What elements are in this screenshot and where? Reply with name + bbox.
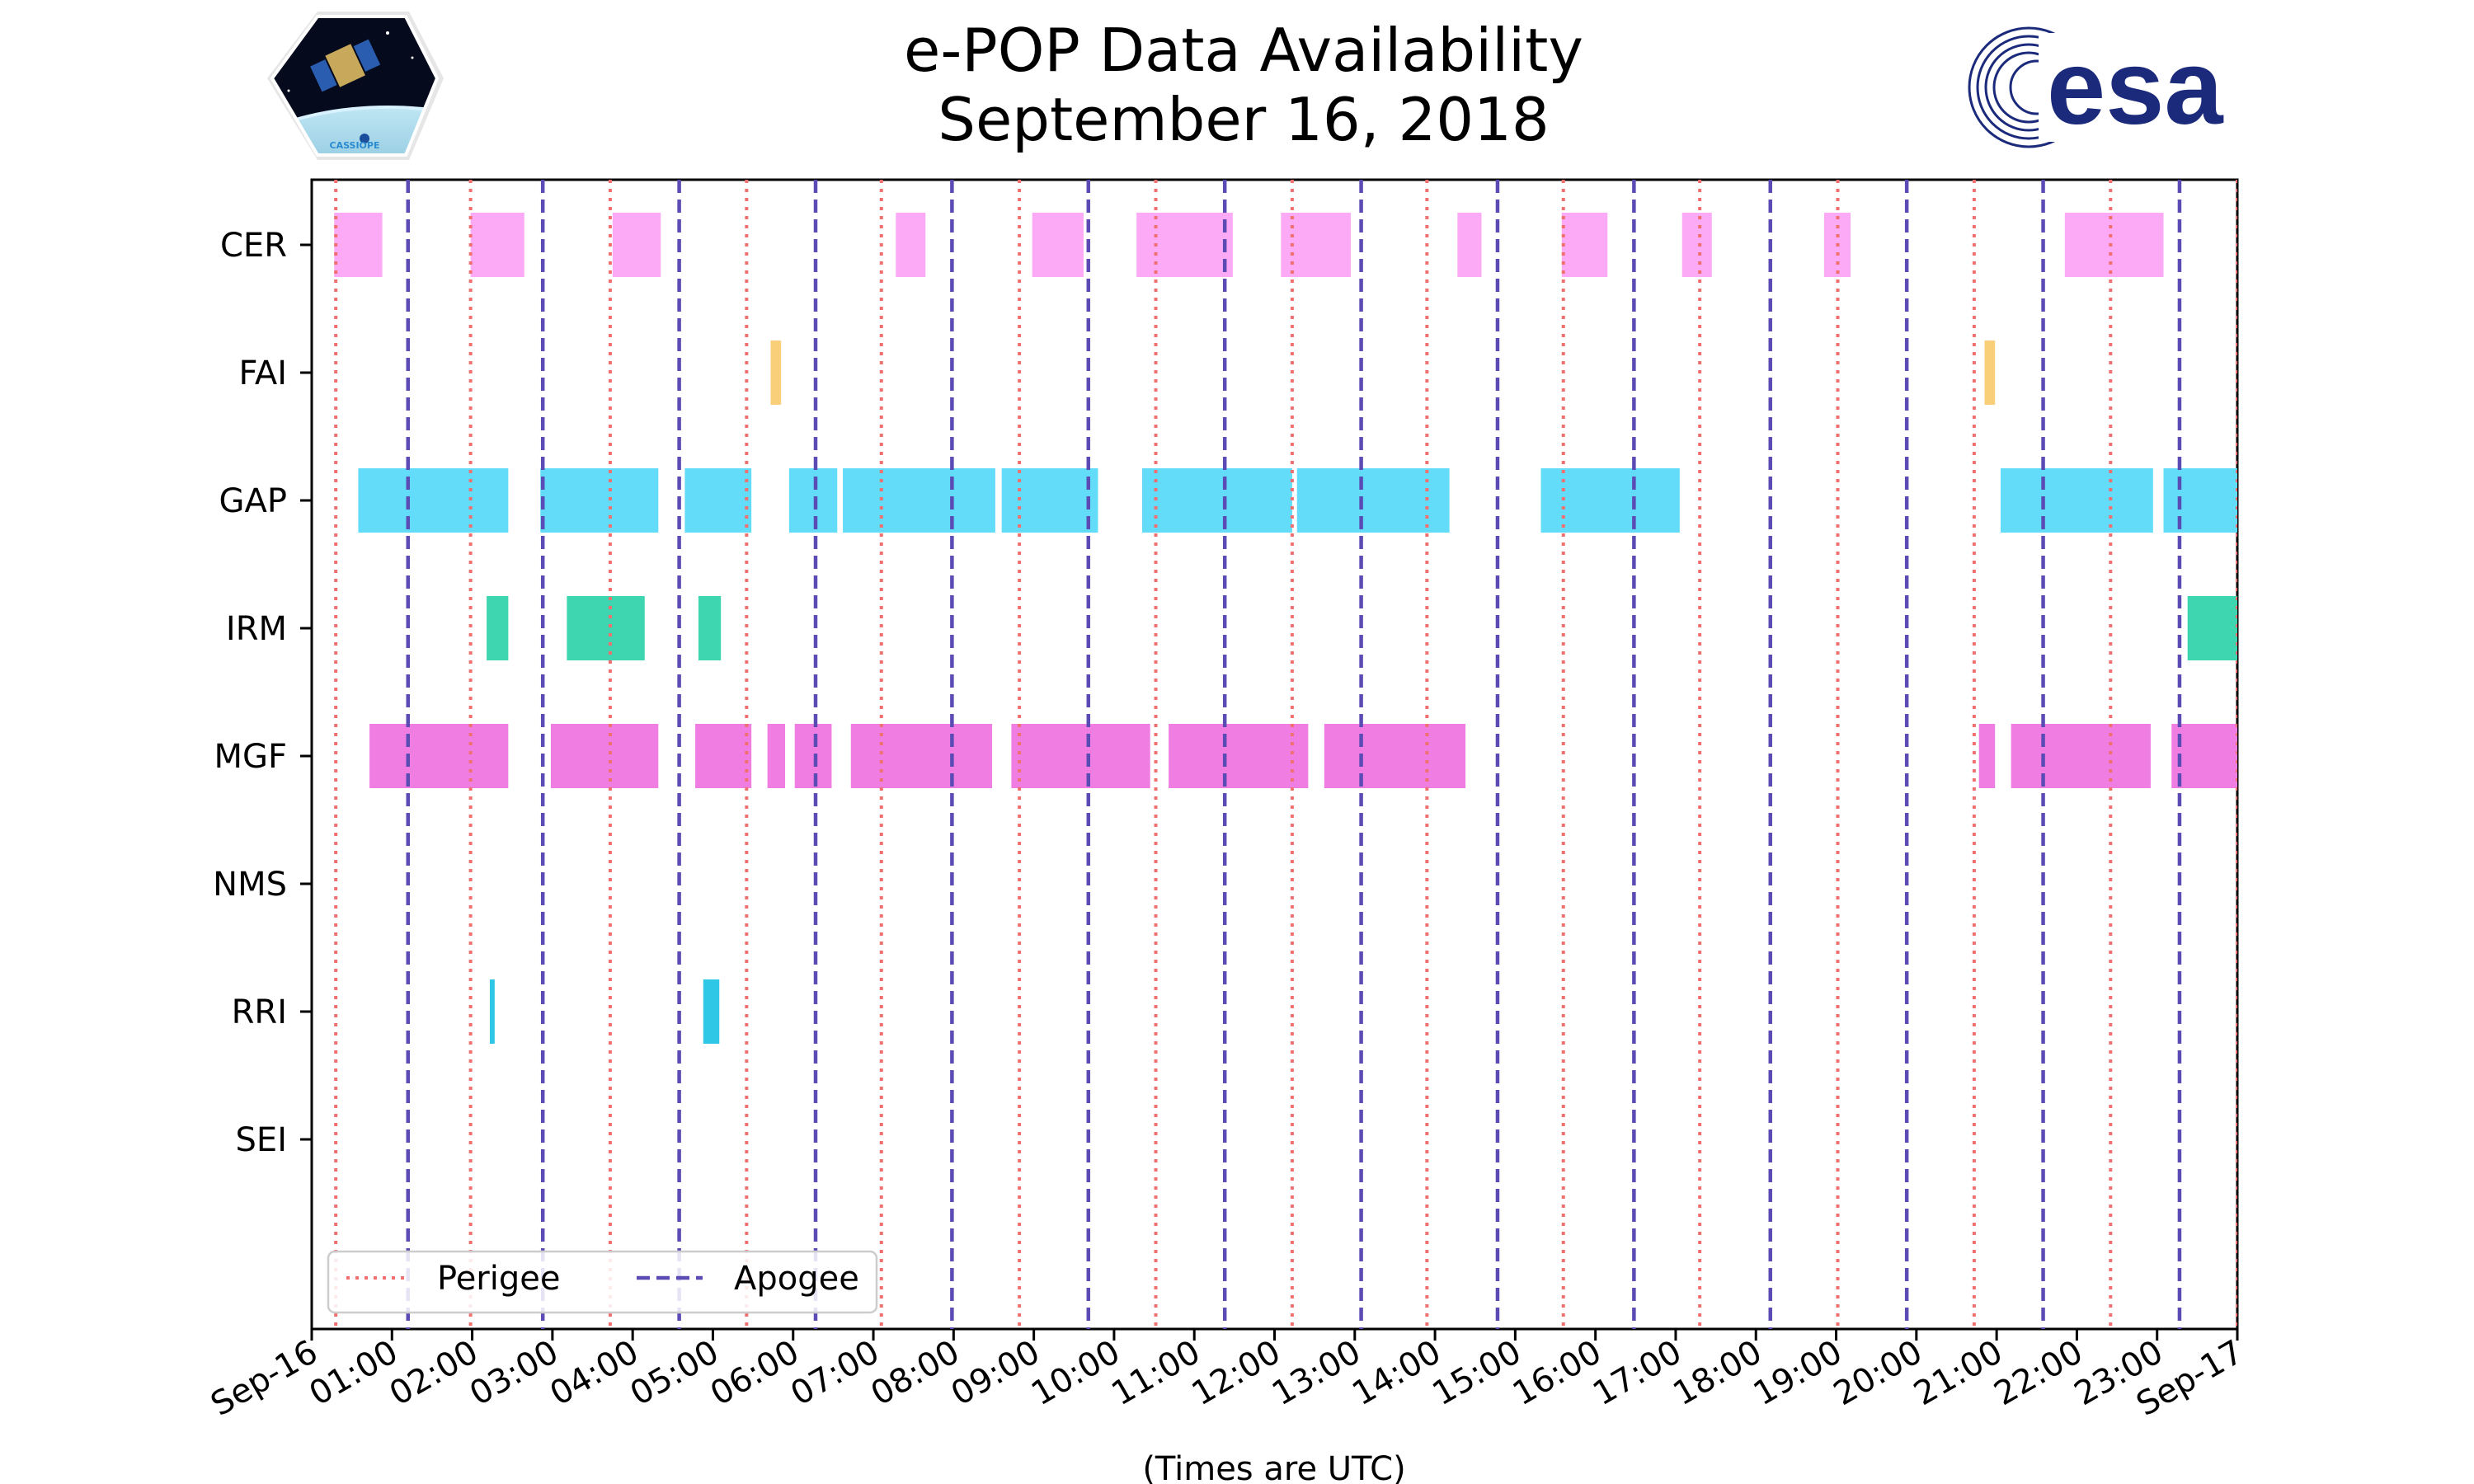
bar-gap bbox=[2163, 468, 2237, 533]
bar-cer bbox=[470, 213, 524, 277]
x-tick-label: 22:00 bbox=[1988, 1333, 2090, 1413]
x-tick-label: 14:00 bbox=[1346, 1333, 1447, 1413]
x-tick-label: 11:00 bbox=[1105, 1333, 1206, 1413]
legend-perigee-label: Perigee bbox=[437, 1260, 560, 1298]
bar-cer bbox=[1561, 213, 1608, 277]
x-tick-label: 04:00 bbox=[543, 1333, 645, 1413]
bar-mgf bbox=[1169, 724, 1309, 788]
bar-mgf bbox=[550, 724, 659, 788]
legend-box bbox=[327, 1250, 878, 1314]
bar-fai bbox=[1984, 340, 1996, 405]
bar-gap bbox=[788, 468, 838, 533]
bar-fai bbox=[770, 340, 782, 405]
bar-mgf bbox=[794, 724, 832, 788]
legend: Perigee Apogee bbox=[327, 1250, 878, 1314]
satellite-icon bbox=[310, 39, 381, 92]
bar-mgf bbox=[369, 724, 509, 788]
bar-mgf bbox=[1324, 724, 1466, 788]
x-tick-label: 08:00 bbox=[864, 1333, 966, 1413]
bar-gap bbox=[358, 468, 509, 533]
x-tick-label: 09:00 bbox=[945, 1333, 1047, 1413]
bar-gap bbox=[684, 468, 752, 533]
bar-cer bbox=[1032, 213, 1084, 277]
y-tick-label: FAI bbox=[239, 355, 288, 392]
x-tick-label: 07:00 bbox=[784, 1333, 886, 1413]
chart-subtitle: September 16, 2018 bbox=[938, 85, 1549, 154]
bar-rri bbox=[489, 979, 495, 1044]
esa-logo: esa bbox=[1968, 26, 2223, 148]
y-tick-label: IRM bbox=[226, 610, 287, 648]
bar-gap bbox=[2000, 468, 2153, 533]
bar-irm bbox=[698, 596, 722, 660]
y-tick-label: GAP bbox=[219, 482, 287, 520]
bar-gap bbox=[540, 468, 659, 533]
bar-irm bbox=[487, 596, 509, 660]
bar-gap bbox=[843, 468, 995, 533]
x-tick-label: 13:00 bbox=[1266, 1333, 1367, 1413]
bar-mgf bbox=[695, 724, 752, 788]
bar-mgf bbox=[850, 724, 993, 788]
x-tick-label: 01:00 bbox=[303, 1333, 404, 1413]
bar-cer bbox=[896, 213, 926, 277]
bar-gap bbox=[1001, 468, 1098, 533]
x-tick-label: 18:00 bbox=[1667, 1333, 1768, 1413]
bar-rri bbox=[703, 979, 720, 1044]
bar-irm bbox=[2187, 596, 2237, 660]
cassiope-patch-text: CASSIOPE bbox=[330, 140, 380, 151]
bar-mgf bbox=[2011, 724, 2151, 788]
bar-mgf bbox=[2171, 724, 2237, 788]
x-tick-label: 06:00 bbox=[704, 1333, 806, 1413]
x-tick-label: 20:00 bbox=[1827, 1333, 1929, 1413]
bar-mgf bbox=[1011, 724, 1150, 788]
bar-cer bbox=[1457, 213, 1482, 277]
chart-title: e-POP Data Availability bbox=[904, 16, 1583, 85]
y-tick-label: MGF bbox=[214, 738, 287, 776]
bar-cer bbox=[334, 213, 383, 277]
cassiope-patch-logo: CASSIOPE bbox=[267, 12, 444, 160]
x-tick-label: 05:00 bbox=[624, 1333, 726, 1413]
y-tick-label: NMS bbox=[213, 866, 287, 904]
bar-cer bbox=[1136, 213, 1233, 277]
x-tick-label: 19:00 bbox=[1747, 1333, 1849, 1413]
x-tick-label: 03:00 bbox=[463, 1333, 565, 1413]
x-tick-label: 21:00 bbox=[1907, 1333, 2009, 1413]
bar-gap bbox=[1296, 468, 1450, 533]
x-tick-label: 10:00 bbox=[1025, 1333, 1126, 1413]
bar-cer bbox=[612, 213, 661, 277]
y-tick-label: RRI bbox=[232, 993, 287, 1031]
x-tick-label: 02:00 bbox=[383, 1333, 485, 1413]
bar-cer bbox=[1681, 213, 1712, 277]
bar-irm bbox=[567, 596, 645, 660]
x-tick-label: 15:00 bbox=[1427, 1333, 1528, 1413]
y-tick-label: SEI bbox=[236, 1121, 287, 1159]
x-tick-label: 17:00 bbox=[1587, 1333, 1688, 1413]
legend-apogee-label: Apogee bbox=[734, 1260, 859, 1298]
x-tick-label: 12:00 bbox=[1186, 1333, 1287, 1413]
bar-cer bbox=[2064, 213, 2164, 277]
esa-wordmark: esa bbox=[2047, 29, 2223, 147]
bar-gap bbox=[1141, 468, 1292, 533]
bar-mgf bbox=[767, 724, 786, 788]
bar-mgf bbox=[1978, 724, 1996, 788]
y-tick-label: CER bbox=[220, 227, 287, 265]
x-axis-label: (Times are UTC) bbox=[1142, 1450, 1405, 1484]
x-tick-label: 16:00 bbox=[1507, 1333, 1608, 1413]
